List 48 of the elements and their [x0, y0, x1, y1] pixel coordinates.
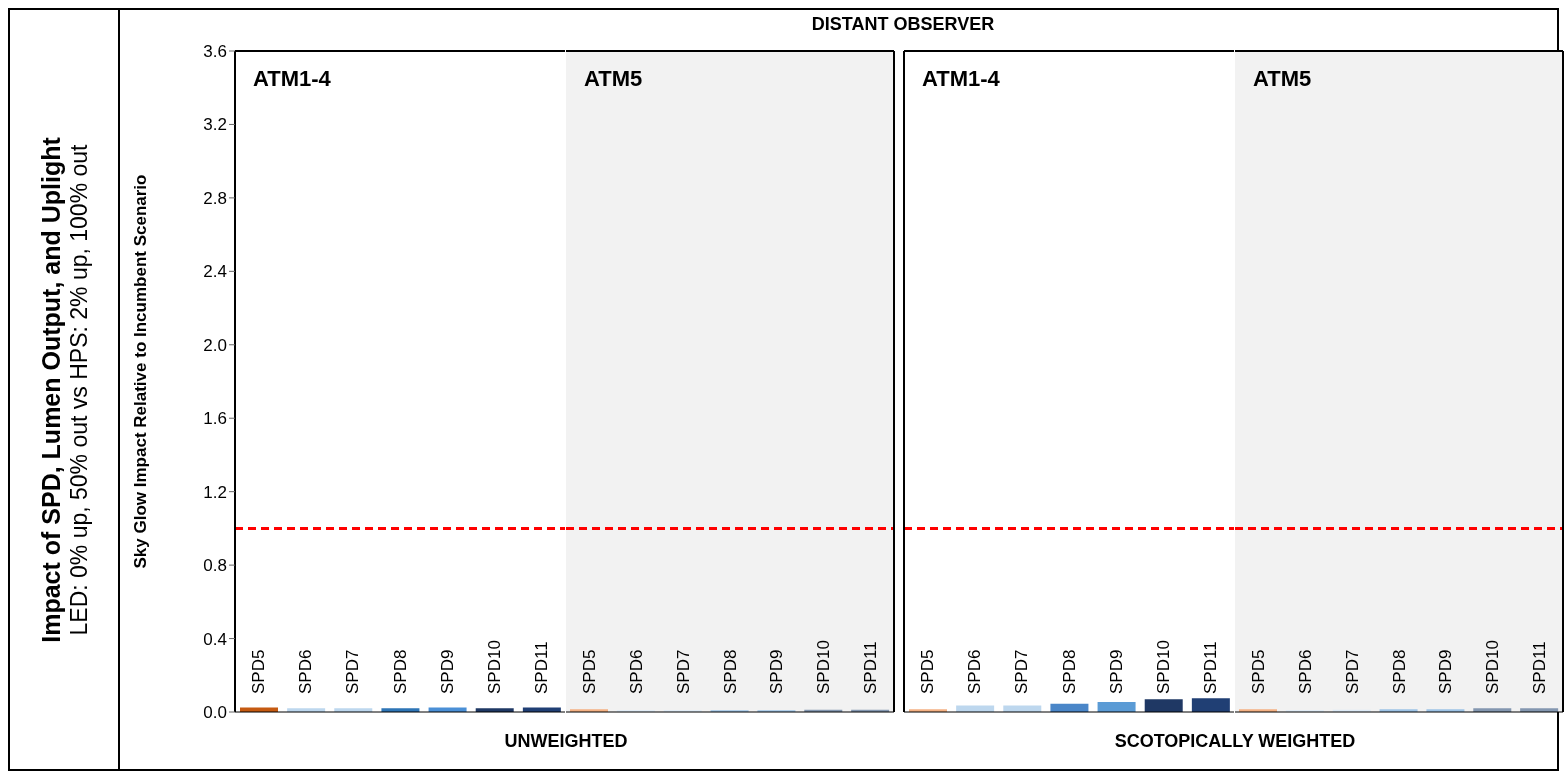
- y-tick-label: 0.4: [203, 629, 227, 649]
- y-tick-label: 3.2: [203, 115, 227, 135]
- text: LED: 0% up, 50% out vs HPS: 2% up, 100% out: [66, 143, 93, 638]
- x-tick-label: SPD5: [1248, 649, 1268, 694]
- text: DISTANT OBSERVER: [811, 14, 995, 34]
- x-tick-label: SPD6: [296, 649, 316, 694]
- x-tick-label: SPD7: [343, 649, 363, 694]
- y-tick-label: 3.6: [203, 42, 227, 62]
- x-tick-label: SPD8: [1059, 649, 1079, 694]
- x-tick-label: SPD7: [673, 649, 693, 694]
- x-tick-label: SPD8: [720, 649, 740, 694]
- x-tick-label: SPD7: [1342, 649, 1362, 694]
- x-tick-label: SPD9: [437, 649, 457, 694]
- y-axis-title: Sky Glow Impact Relative to Incumbent Scenario: [131, 174, 151, 569]
- y-tick-label: 1.2: [203, 482, 227, 502]
- y-tick-label: 2.8: [203, 188, 227, 208]
- x-tick-label: SPD9: [1436, 649, 1456, 694]
- y-tick-label: 1.6: [203, 409, 227, 429]
- x-tick-label: SPD11: [861, 641, 881, 694]
- x-tick-label: SPD9: [1106, 649, 1126, 694]
- x-tick-label: SPD6: [1295, 649, 1315, 694]
- x-tick-label: SPD10: [484, 640, 504, 694]
- x-axis-title: UNWEIGHTED: [503, 731, 629, 752]
- x-tick-label: SPD5: [249, 649, 269, 694]
- x-tick-label: SPD5: [579, 649, 599, 694]
- x-axis-title: SCOTOPICALLY WEIGHTED: [1113, 731, 1357, 752]
- x-tick-label: SPD11: [531, 641, 551, 694]
- text: Impact of SPD, Lumen Output, and Uplight: [37, 137, 66, 643]
- annotation: ATM1-4: [922, 66, 1000, 92]
- x-tick-label: SPD5: [918, 649, 938, 694]
- x-tick-label: SPD7: [1012, 649, 1032, 694]
- annotation: ATM1-4: [253, 66, 331, 92]
- annotation: ATM5: [584, 66, 643, 92]
- y-tick-label: 0.0: [203, 703, 227, 723]
- x-tick-label: SPD8: [1389, 649, 1409, 694]
- x-tick-label: SPD6: [965, 649, 985, 694]
- x-tick-label: SPD6: [626, 649, 646, 694]
- y-tick-label: 2.0: [203, 335, 227, 355]
- x-tick-label: SPD10: [814, 640, 834, 694]
- x-tick-label: SPD8: [390, 649, 410, 694]
- x-tick-label: SPD10: [1483, 640, 1503, 694]
- x-tick-label: SPD10: [1153, 640, 1173, 694]
- y-tick-label: 2.4: [203, 262, 227, 282]
- y-tick-label: 0.8: [203, 556, 227, 576]
- x-tick-label: SPD11: [1200, 641, 1220, 694]
- annotation: ATM5: [1253, 66, 1312, 92]
- x-tick-label: SPD9: [767, 649, 787, 694]
- x-tick-label: SPD11: [1530, 641, 1550, 694]
